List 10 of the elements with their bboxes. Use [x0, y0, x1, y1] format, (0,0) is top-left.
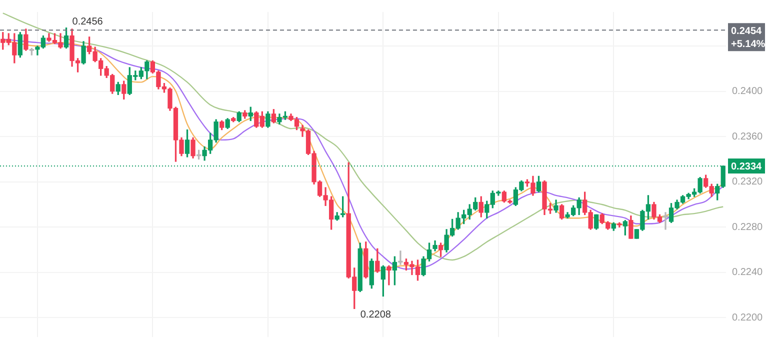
annotation: 0.2456: [72, 16, 104, 28]
ref-line-label: 0.2334: [731, 161, 762, 172]
y-tick-label: 0.2280: [732, 222, 764, 233]
y-tick-label: 0.2400: [732, 86, 764, 98]
y-tick-label: 0.2200: [732, 312, 764, 324]
ref-line-label: 0.2454 +5.14%: [731, 26, 766, 50]
y-tick-label: 0.2320: [732, 176, 764, 188]
y-tick-label: 0.2240: [732, 267, 764, 278]
y-tick-label: 0.2360: [732, 131, 764, 142]
annotation: 0.2208: [360, 309, 392, 320]
